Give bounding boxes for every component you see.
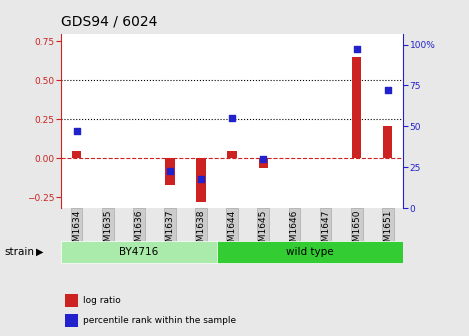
- Point: [259, 157, 267, 162]
- Point: [353, 47, 360, 52]
- Point: [73, 129, 80, 134]
- Bar: [258, 158, 268, 168]
- Text: GDS94 / 6024: GDS94 / 6024: [61, 14, 157, 29]
- Point: [384, 88, 392, 93]
- Bar: [227, 151, 237, 158]
- Bar: [165, 158, 174, 185]
- Bar: [65, 294, 78, 307]
- Point: [166, 168, 174, 173]
- FancyBboxPatch shape: [217, 241, 403, 263]
- Bar: [352, 57, 361, 158]
- Text: ▶: ▶: [36, 247, 44, 257]
- Point: [197, 176, 205, 181]
- Text: wild type: wild type: [286, 247, 334, 257]
- Point: [228, 116, 236, 121]
- Bar: [383, 126, 393, 158]
- Bar: [72, 151, 81, 158]
- Bar: [65, 314, 78, 327]
- Text: percentile rank within the sample: percentile rank within the sample: [83, 316, 236, 325]
- Text: BY4716: BY4716: [119, 247, 159, 257]
- Bar: [197, 158, 206, 202]
- FancyBboxPatch shape: [61, 241, 217, 263]
- Text: strain: strain: [5, 247, 35, 257]
- Text: log ratio: log ratio: [83, 296, 121, 305]
